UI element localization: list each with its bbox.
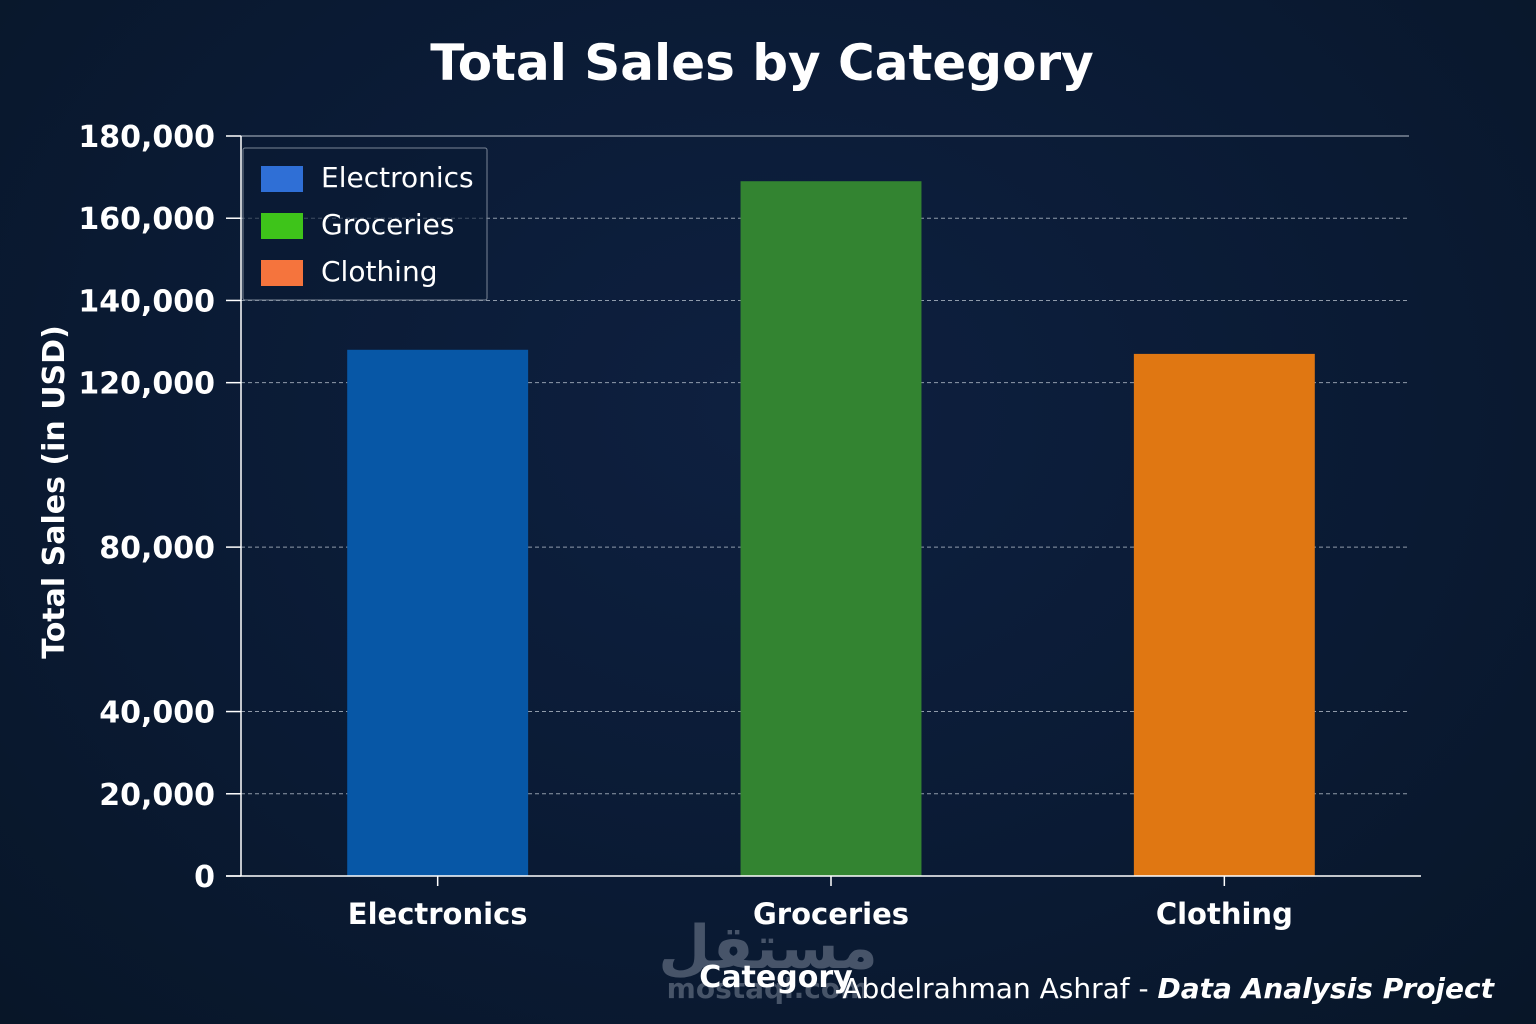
x-tick-label: Clothing: [1156, 897, 1293, 931]
legend: Electronics Groceries Clothing: [242, 147, 488, 301]
x-tick-label: Electronics: [348, 897, 528, 931]
legend-box: [242, 147, 488, 301]
x-axis-label: Category: [699, 960, 853, 995]
watermark-latin: mostaql.com: [667, 972, 870, 1005]
y-tick-label: 160,000: [78, 202, 215, 237]
y-tick-label: 80,000: [99, 531, 215, 566]
credit-project: Data Analysis Project: [1158, 972, 1496, 1005]
y-axis-label: Total Sales (in USD): [37, 325, 72, 659]
x-tick-label: Groceries: [753, 897, 909, 931]
legend-label: Clothing: [321, 255, 437, 288]
legend-swatch: [261, 260, 303, 286]
y-tick-label: 180,000: [78, 120, 215, 155]
x-ticks: Electronics Groceries Clothing: [348, 876, 1293, 931]
credit-author: Abdelrahman Ashraf -: [842, 972, 1157, 1005]
legend-label: Electronics: [321, 161, 474, 194]
y-tick-label: 20,000: [99, 778, 215, 813]
y-tick-label: 120,000: [78, 367, 215, 402]
y-ticks: 0 20,000 40,000 80,000 120,000 140,000 160,000…: [78, 120, 241, 895]
bar-groceries: [740, 181, 922, 876]
y-tick-label: 0: [194, 860, 215, 895]
legend-swatch: [261, 213, 303, 239]
chart-title: Total Sales by Category: [430, 34, 1093, 92]
watermark-arabic: مستقل: [658, 913, 877, 983]
legend-label: Groceries: [321, 208, 454, 241]
credit-line: Abdelrahman Ashraf - Data Analysis Proje…: [842, 972, 1495, 1005]
y-tick-label: 40,000: [99, 696, 215, 731]
y-tick-label: 140,000: [78, 284, 215, 319]
bar-electronics: [347, 349, 529, 876]
bar-clothing: [1133, 353, 1315, 876]
legend-swatch: [261, 166, 303, 192]
bars: [347, 181, 1315, 876]
